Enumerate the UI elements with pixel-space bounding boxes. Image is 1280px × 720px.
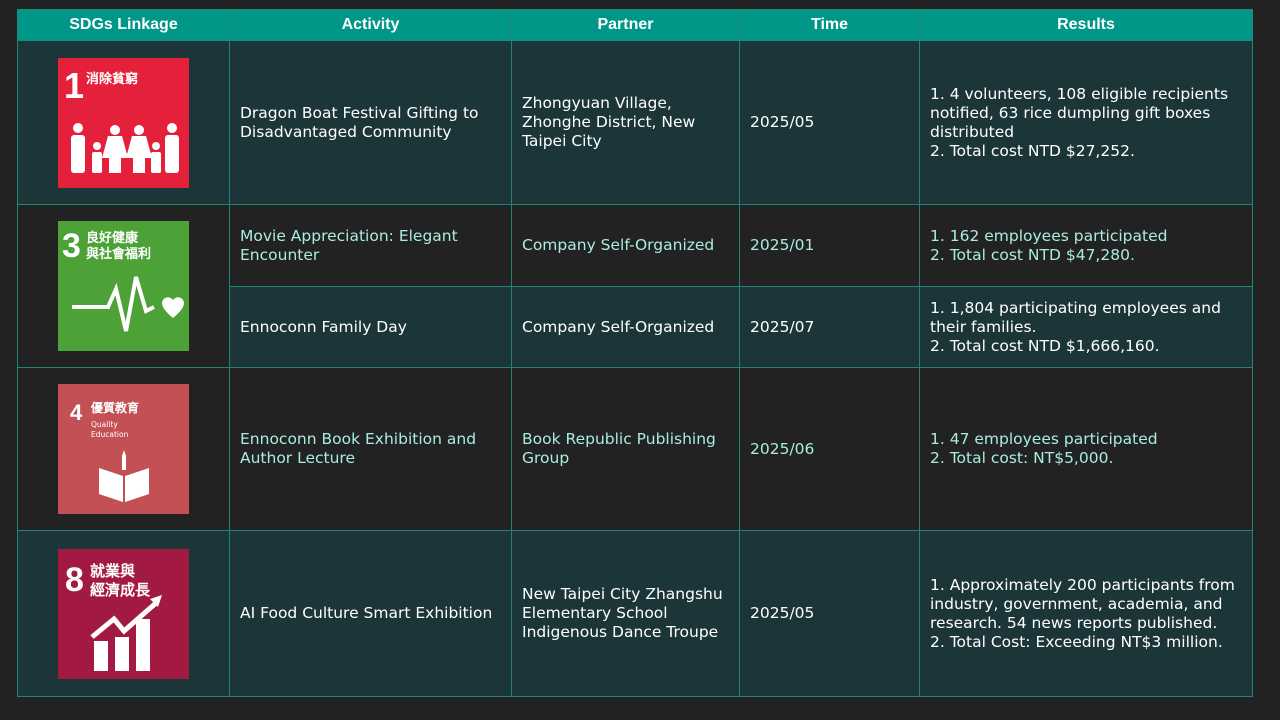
header-sdgs: SDGs Linkage <box>17 9 230 41</box>
results-cell: 1. 4 volunteers, 108 eligible recipients… <box>919 40 1253 205</box>
svg-text:經濟成長: 經濟成長 <box>90 581 151 599</box>
table-row: 3 良好健康 與社會福利 Movie Appreciation: Elegant… <box>17 204 1253 368</box>
header-row: SDGs Linkage Activity Partner Time Resul… <box>17 9 1253 41</box>
svg-text:3: 3 <box>62 227 81 265</box>
time-cell: 2025/05 <box>739 530 920 697</box>
sdg3-badge: 3 良好健康 與社會福利 <box>58 221 189 351</box>
svg-text:4: 4 <box>70 400 83 425</box>
header-time: Time <box>739 9 920 41</box>
results-cell: 1. 1,804 participating employees and the… <box>919 286 1253 368</box>
partner-cell: Company Self-Organized <box>511 286 740 368</box>
partner-cell: Company Self-Organized <box>511 204 740 287</box>
partner-cell: Zhongyuan Village, Zhonghe District, New… <box>511 40 740 205</box>
book-icon <box>99 450 149 502</box>
svg-text:優質教育: 優質教育 <box>90 400 139 415</box>
results-cell: 1. 47 employees participated 2. Total co… <box>919 367 1253 531</box>
time-cell: 2025/05 <box>739 40 920 205</box>
sdg1-badge: 1 消除貧窮 <box>58 57 189 188</box>
sdg4-badge: 4 優質教育 Quality Education <box>58 384 189 514</box>
sdg-cell: 3 良好健康 與社會福利 <box>17 204 230 368</box>
results-cell: 1. Approximately 200 participants from i… <box>919 530 1253 697</box>
table-row: 1 消除貧窮 Dragon Boat Festival Gifting to D… <box>17 40 1253 205</box>
table-row: 4 優質教育 Quality Education Ennoconn Book E… <box>17 367 1253 531</box>
activity-cell: AI Food Culture Smart Exhibition <box>229 530 512 697</box>
svg-text:Education: Education <box>91 430 129 439</box>
sdg-cell: 8 就業與 經濟成長 <box>17 530 230 697</box>
svg-text:Quality: Quality <box>91 420 118 429</box>
svg-text:8: 8 <box>65 561 84 599</box>
table-row: 8 就業與 經濟成長 AI Food Culture Smart Exhibit… <box>17 530 1253 697</box>
table-row: Ennoconn Family Day Company Self-Organiz… <box>18 286 1253 368</box>
sdgs-activity-table: SDGs Linkage Activity Partner Time Resul… <box>17 9 1253 697</box>
header-activity: Activity <box>229 9 512 41</box>
sdg-cell: 1 消除貧窮 <box>17 40 230 205</box>
time-cell: 2025/01 <box>739 204 920 287</box>
activity-cell: Movie Appreciation: Elegant Encounter <box>229 204 512 287</box>
header-results: Results <box>919 9 1253 41</box>
sdg8-badge: 8 就業與 經濟成長 <box>58 548 189 679</box>
growth-chart-icon <box>90 594 162 671</box>
partner-cell: New Taipei City Zhangshu Elementary Scho… <box>511 530 740 697</box>
heartbeat-icon <box>72 276 184 332</box>
family-icon <box>71 122 179 173</box>
partner-cell: Book Republic Publishing Group <box>511 367 740 531</box>
svg-text:就業與: 就業與 <box>90 562 135 580</box>
activity-cell: Ennoconn Family Day <box>229 286 512 368</box>
svg-text:1: 1 <box>64 65 84 106</box>
svg-text:消除貧窮: 消除貧窮 <box>86 71 138 87</box>
time-cell: 2025/07 <box>739 286 920 368</box>
activity-cell: Dragon Boat Festival Gifting to Disadvan… <box>229 40 512 205</box>
results-cell: 1. 162 employees participated 2. Total c… <box>919 204 1253 287</box>
sdg-cell: 4 優質教育 Quality Education <box>17 367 230 531</box>
activity-cell: Ennoconn Book Exhibition and Author Lect… <box>229 367 512 531</box>
svg-text:良好健康: 良好健康 <box>86 230 139 246</box>
time-cell: 2025/06 <box>739 367 920 531</box>
header-partner: Partner <box>511 9 740 41</box>
svg-text:與社會福利: 與社會福利 <box>86 246 151 262</box>
